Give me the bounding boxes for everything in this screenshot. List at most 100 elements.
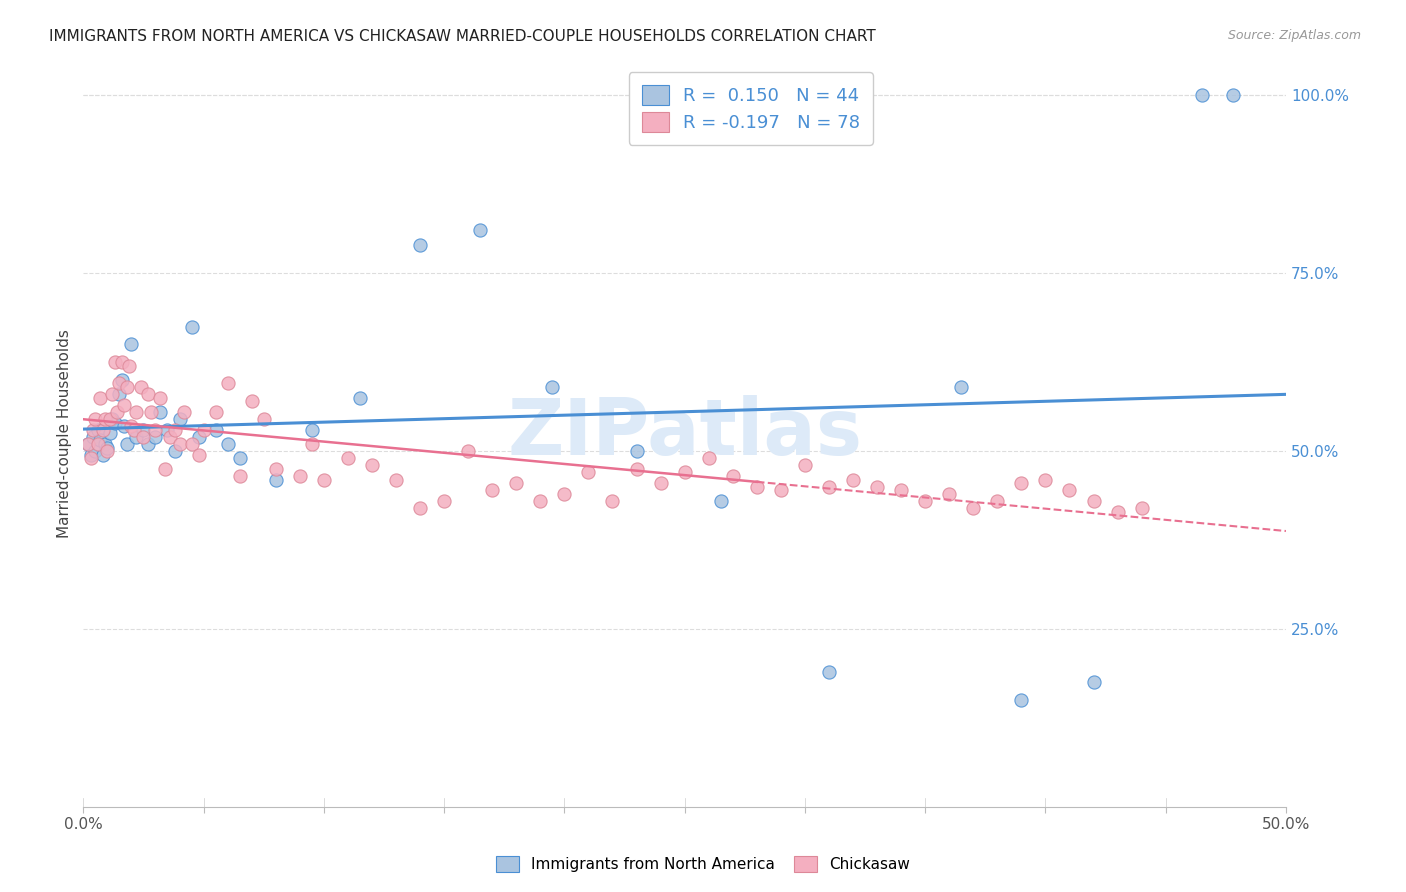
Point <box>120 419 142 434</box>
Point <box>111 373 134 387</box>
Point <box>938 487 960 501</box>
Point <box>145 430 167 444</box>
Point <box>153 462 176 476</box>
Point <box>108 376 131 391</box>
Point <box>169 412 191 426</box>
Point <box>745 480 768 494</box>
Point <box>169 437 191 451</box>
Point <box>769 483 792 498</box>
Point <box>409 501 432 516</box>
Point <box>253 412 276 426</box>
Point <box>950 380 973 394</box>
Point <box>962 501 984 516</box>
Point <box>187 430 209 444</box>
Point <box>1083 675 1105 690</box>
Point <box>529 494 551 508</box>
Point <box>264 473 287 487</box>
Point <box>890 483 912 498</box>
Point <box>866 480 889 494</box>
Point <box>89 434 111 448</box>
Point <box>1191 88 1213 103</box>
Point <box>98 426 121 441</box>
Point <box>602 494 624 508</box>
Point <box>91 448 114 462</box>
Point <box>156 423 179 437</box>
Point <box>409 237 432 252</box>
Point <box>105 405 128 419</box>
Point <box>1222 88 1244 103</box>
Point <box>433 494 456 508</box>
Legend: Immigrants from North America, Chickasaw: Immigrants from North America, Chickasaw <box>489 848 917 880</box>
Point <box>301 423 323 437</box>
Point <box>108 387 131 401</box>
Y-axis label: Married-couple Households: Married-couple Households <box>58 329 72 538</box>
Point <box>77 437 100 451</box>
Point <box>204 405 226 419</box>
Legend: R =  0.150   N = 44, R = -0.197   N = 78: R = 0.150 N = 44, R = -0.197 N = 78 <box>628 72 873 145</box>
Point <box>385 473 408 487</box>
Point <box>115 437 138 451</box>
Point <box>553 487 575 501</box>
Point <box>145 423 167 437</box>
Point <box>1059 483 1081 498</box>
Point <box>721 469 744 483</box>
Point <box>264 462 287 476</box>
Point <box>87 423 110 437</box>
Point <box>136 437 159 451</box>
Point <box>457 444 479 458</box>
Point <box>470 223 492 237</box>
Point <box>91 423 114 437</box>
Point <box>132 423 155 437</box>
Point <box>505 476 527 491</box>
Point <box>129 380 152 394</box>
Text: Source: ZipAtlas.com: Source: ZipAtlas.com <box>1227 29 1361 42</box>
Point <box>118 359 141 373</box>
Point <box>173 405 195 419</box>
Point <box>1130 501 1153 516</box>
Point <box>228 451 250 466</box>
Point <box>136 387 159 401</box>
Point <box>578 466 600 480</box>
Point <box>84 412 107 426</box>
Point <box>163 423 186 437</box>
Point <box>336 451 359 466</box>
Point <box>159 430 181 444</box>
Point <box>288 469 311 483</box>
Point <box>125 405 148 419</box>
Point <box>204 423 226 437</box>
Point <box>79 448 101 462</box>
Point <box>122 423 145 437</box>
Point <box>87 437 110 451</box>
Text: IMMIGRANTS FROM NORTH AMERICA VS CHICKASAW MARRIED-COUPLE HOUSEHOLDS CORRELATION: IMMIGRANTS FROM NORTH AMERICA VS CHICKAS… <box>49 29 876 44</box>
Point <box>710 494 733 508</box>
Point <box>101 387 124 401</box>
Point <box>1083 494 1105 508</box>
Point <box>626 462 648 476</box>
Point <box>793 458 815 473</box>
Point <box>84 444 107 458</box>
Point <box>96 444 118 458</box>
Point <box>626 444 648 458</box>
Point <box>112 398 135 412</box>
Point <box>301 437 323 451</box>
Point <box>112 419 135 434</box>
Point <box>986 494 1008 508</box>
Point <box>149 405 172 419</box>
Point <box>98 412 121 426</box>
Point <box>217 376 239 391</box>
Point <box>1107 505 1129 519</box>
Point <box>163 444 186 458</box>
Point <box>240 394 263 409</box>
Point <box>96 441 118 455</box>
Point <box>1010 476 1032 491</box>
Point <box>842 473 865 487</box>
Point <box>1035 473 1057 487</box>
Point <box>94 437 117 451</box>
Point <box>541 380 564 394</box>
Point <box>94 412 117 426</box>
Point <box>914 494 936 508</box>
Point <box>187 448 209 462</box>
Point <box>103 355 125 369</box>
Point <box>89 391 111 405</box>
Point <box>650 476 672 491</box>
